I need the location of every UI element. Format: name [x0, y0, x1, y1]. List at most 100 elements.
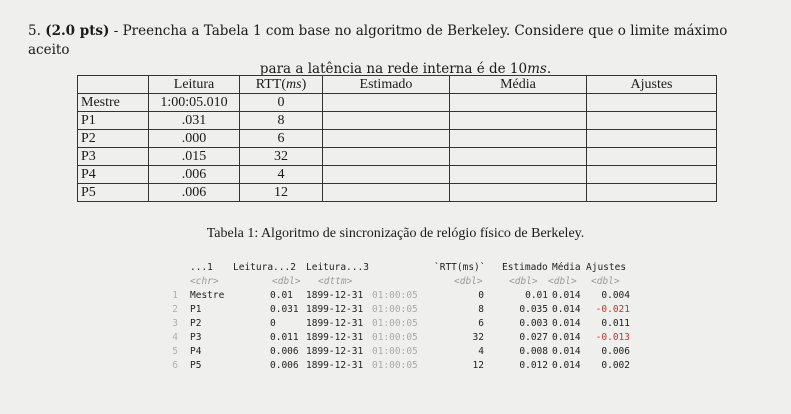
r-cell-ajustes: -0.021 [595, 304, 630, 315]
cell-leitura: .015 [148, 147, 240, 166]
header-estimado: Estimado [322, 75, 450, 94]
cell-estimado [322, 111, 450, 130]
cell-estimado [322, 129, 450, 148]
cell-media [449, 111, 587, 130]
r-cell-time: 01:00:05 [372, 346, 418, 357]
r-type: <dbl> [591, 276, 620, 287]
header-rtt: RTT(ms) [239, 75, 323, 94]
r-cell-rtt: 32 [472, 332, 484, 343]
cell-name: P3 [77, 147, 149, 166]
cell-media [449, 183, 587, 202]
r-cell-estimado: 0.003 [519, 318, 548, 329]
r-cell-name: P1 [190, 304, 202, 315]
table-row: P3.015 32 [77, 147, 717, 166]
r-cell-name: Mestre [190, 290, 225, 301]
cell-rtt: 6 [239, 129, 323, 148]
r-header-estimado: Estimado [502, 262, 548, 273]
r-cell-name: P2 [190, 318, 202, 329]
r-cell-time: 01:00:05 [372, 332, 418, 343]
table-row: P1.031 8 [77, 111, 717, 130]
cell-leitura: .006 [148, 165, 240, 184]
r-cell-idx: 5 [172, 346, 178, 357]
cell-name: Mestre [77, 93, 149, 112]
cell-estimado [322, 93, 450, 112]
r-type: <dbl> [454, 276, 483, 287]
cell-ajustes [586, 111, 717, 130]
r-cell-estimado: 0.027 [519, 332, 548, 343]
r-cell-idx: 2 [172, 304, 178, 315]
r-cell-idx: 6 [172, 360, 178, 371]
r-cell-media: 0.014 [552, 346, 581, 357]
r-cell-idx: 1 [172, 290, 178, 301]
header-ajustes: Ajustes [586, 75, 717, 94]
table-row: P4.006 4 [77, 165, 717, 184]
table-row: Mestre 1:00:05.010 0 [77, 93, 717, 112]
cell-ajustes [586, 129, 717, 148]
question-text: 5. (2.0 pts) - Preencha a Tabela 1 com b… [28, 22, 773, 79]
header-blank [77, 75, 149, 94]
r-cell-rtt: 0 [478, 290, 484, 301]
cell-estimado [322, 147, 450, 166]
cell-name: P4 [77, 165, 149, 184]
r-cell-date: 1899-12-31 [306, 360, 364, 371]
r-cell-time: 01:00:05 [372, 304, 418, 315]
cell-name: P1 [77, 111, 149, 130]
r-type: <dbl> [272, 276, 301, 287]
r-header-rtt: `RTT(ms)` [434, 262, 486, 273]
r-cell-rtt: 4 [478, 346, 484, 357]
r-type: <dbl> [548, 276, 577, 287]
cell-ajustes [586, 93, 717, 112]
cell-media [449, 93, 587, 112]
cell-estimado [322, 183, 450, 202]
r-cell-estimado: 0.01 [525, 290, 548, 301]
r-cell-name: P5 [190, 360, 202, 371]
r-type: <chr> [190, 276, 219, 287]
question-line2: para a latência na rede interna é de 10m… [259, 61, 552, 77]
table-row: P5.006 12 [77, 183, 717, 202]
cell-rtt: 0 [239, 93, 323, 112]
r-cell-media: 0.014 [552, 304, 581, 315]
r-cell-media: 0.014 [552, 290, 581, 301]
cell-rtt: 4 [239, 165, 323, 184]
r-cell-estimado: 0.008 [519, 346, 548, 357]
cell-media [449, 129, 587, 148]
cell-ajustes [586, 183, 717, 202]
table-header-row: Leitura RTT(ms) Estimado Média Ajustes [77, 75, 717, 94]
cell-media [449, 165, 587, 184]
r-cell-ajustes: 0.006 [601, 346, 630, 357]
cell-leitura: .000 [148, 129, 240, 148]
cell-leitura: .006 [148, 183, 240, 202]
r-cell-time: 01:00:05 [372, 318, 418, 329]
question-number: 5. [28, 23, 41, 39]
r-cell-ajustes: 0.004 [601, 290, 630, 301]
r-cell-date: 1899-12-31 [306, 318, 364, 329]
cell-media [449, 147, 587, 166]
cell-rtt: 12 [239, 183, 323, 202]
r-cell-date: 1899-12-31 [306, 346, 364, 357]
header-leitura: Leitura [148, 75, 240, 94]
header-media: Média [449, 75, 587, 94]
r-cell-media: 0.014 [552, 360, 581, 371]
r-cell-idx: 3 [172, 318, 178, 329]
r-cell-date: 1899-12-31 [306, 332, 364, 343]
r-cell-leitura: 0.01 [270, 290, 293, 301]
cell-leitura: .031 [148, 111, 240, 130]
question-line1: - Preencha a Tabela 1 com base no algori… [28, 23, 728, 58]
r-type: <dbl> [509, 276, 538, 287]
r-cell-date: 1899-12-31 [306, 290, 364, 301]
question-points: (2.0 pts) [45, 23, 110, 39]
r-cell-date: 1899-12-31 [306, 304, 364, 315]
r-cell-leitura: 0.006 [270, 346, 299, 357]
r-cell-ajustes: 0.002 [601, 360, 630, 371]
r-cell-estimado: 0.012 [519, 360, 548, 371]
r-cell-leitura: 0.031 [270, 304, 299, 315]
table-caption: Tabela 1: Algoritmo de sincronização de … [206, 226, 585, 241]
r-cell-ajustes: -0.013 [595, 332, 630, 343]
r-cell-ajustes: 0.011 [601, 318, 630, 329]
r-header-media: Média [552, 262, 581, 273]
r-header-col1: ...1 [190, 262, 213, 273]
cell-ajustes [586, 165, 717, 184]
berkeley-table: Leitura RTT(ms) Estimado Média Ajustes M… [77, 75, 717, 202]
r-cell-leitura: 0.006 [270, 360, 299, 371]
r-cell-name: P3 [190, 332, 202, 343]
